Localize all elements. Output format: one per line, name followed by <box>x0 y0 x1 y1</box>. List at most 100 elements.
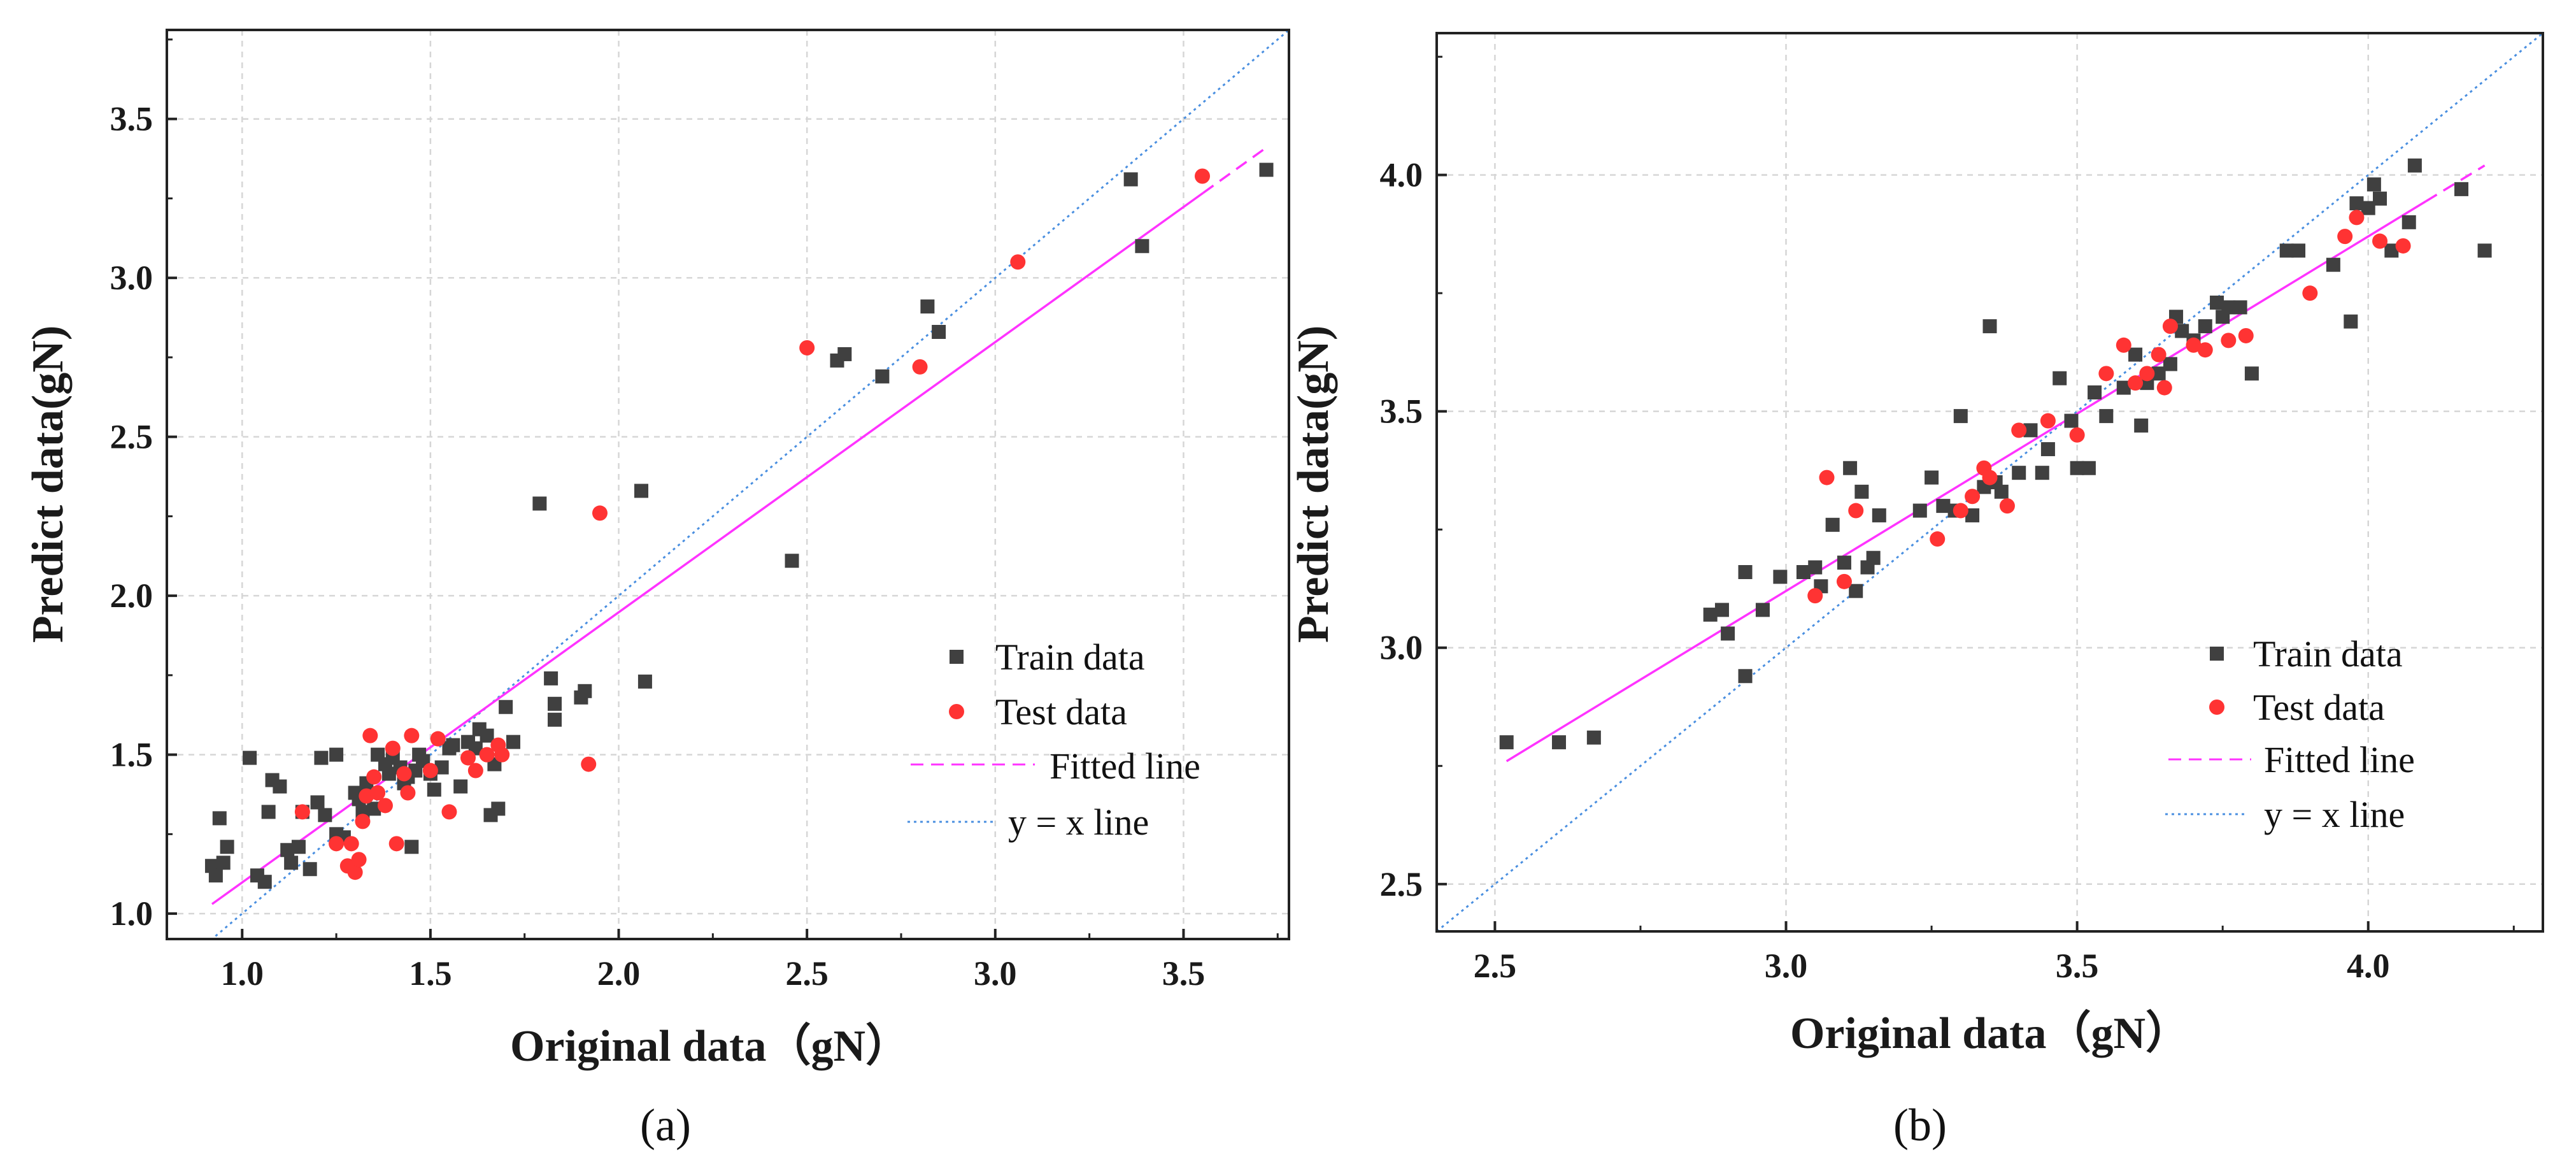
train-point <box>2081 461 2096 475</box>
panel-b: 2.5 3.0 3.5 4.0 2.5 3.0 3.5 4.0 Original data（g… <box>1289 32 2544 1151</box>
x-tick-label: 3.5 <box>2056 947 2099 985</box>
x-tick-label: 2.5 <box>785 954 829 993</box>
train-point <box>1849 584 1863 598</box>
identity-line <box>210 30 1289 939</box>
train-point <box>1123 172 1138 187</box>
train-point <box>1843 461 1858 475</box>
test-point <box>2098 366 2114 382</box>
test-point <box>388 836 404 852</box>
train-point <box>261 805 276 819</box>
reference-lines-b <box>1437 33 2543 931</box>
train-point <box>2233 300 2247 315</box>
test-point <box>592 505 608 521</box>
test-point <box>366 769 382 785</box>
test-point <box>2337 229 2353 245</box>
legend-fit-label-a: Fitted line <box>1050 745 1200 787</box>
train-point <box>453 779 468 794</box>
train-point <box>548 712 562 727</box>
train-point <box>2088 385 2102 399</box>
train-point <box>532 496 547 511</box>
train-point <box>1259 162 1274 177</box>
train-point <box>2402 215 2416 229</box>
x-tick-label: 3.0 <box>974 954 1017 993</box>
train-point <box>1738 565 1753 579</box>
points-a <box>204 162 1274 889</box>
panel-label-b: (b) <box>1893 1100 1947 1151</box>
train-point <box>2163 357 2177 371</box>
test-point <box>581 756 597 772</box>
x-tick-label: 4.0 <box>2347 947 2390 985</box>
train-point <box>216 856 231 870</box>
legend-train-label-a: Train data <box>995 636 1145 678</box>
train-point <box>1703 607 1718 622</box>
train-point <box>2221 300 2236 315</box>
grid-b <box>1437 33 2543 931</box>
train-point <box>220 840 234 854</box>
test-point <box>1982 470 1998 485</box>
train-point <box>1773 570 1788 584</box>
legend-train-label-b: Train data <box>2253 633 2403 675</box>
test-point <box>1965 489 1981 505</box>
train-point <box>318 808 332 822</box>
legend-b: Train data Test data Fitted line y = x l… <box>2165 633 2415 835</box>
train-point <box>1808 560 1823 575</box>
test-point <box>2221 333 2237 348</box>
train-point <box>1551 735 1566 750</box>
train-point <box>1837 556 1851 570</box>
train-point <box>785 554 799 568</box>
train-point <box>2099 409 2114 424</box>
test-point <box>2011 422 2027 438</box>
train-point <box>273 779 287 794</box>
train-point <box>637 674 652 689</box>
legend-test-marker-b <box>2209 699 2224 715</box>
train-point <box>291 840 306 854</box>
test-point <box>362 728 378 743</box>
test-point <box>2040 413 2056 429</box>
train-point <box>302 862 317 877</box>
test-point <box>494 747 510 763</box>
train-point <box>381 766 396 781</box>
test-point <box>2395 238 2411 254</box>
test-point <box>422 763 438 778</box>
train-point <box>1912 503 1927 518</box>
train-point <box>875 369 890 384</box>
train-point <box>2175 324 2189 338</box>
fitted-line-extension <box>2425 164 2486 203</box>
train-point <box>1982 319 1997 334</box>
train-point <box>1586 730 1601 745</box>
train-point <box>2384 243 2399 258</box>
train-point <box>2344 314 2358 329</box>
test-point <box>1999 498 2015 514</box>
train-point <box>2477 243 2492 258</box>
test-point <box>2139 366 2155 382</box>
train-point <box>2198 319 2212 334</box>
y-tick-label: 1.0 <box>110 894 153 933</box>
train-point <box>2366 177 2381 192</box>
train-point <box>2064 413 2079 428</box>
points-b <box>1499 158 2492 750</box>
train-point <box>2349 196 2364 211</box>
train-point <box>367 801 381 816</box>
legend-identity-label-b: y = x line <box>2264 794 2405 835</box>
train-point <box>446 738 460 752</box>
train-point <box>578 684 592 698</box>
train-point <box>1866 550 1881 565</box>
y-tick-label: 2.5 <box>110 418 153 456</box>
test-point <box>2197 342 2213 358</box>
test-point <box>1819 470 1835 485</box>
legend-train-marker-b <box>2210 647 2224 661</box>
test-point <box>2116 337 2131 353</box>
train-point <box>1872 508 1886 522</box>
test-point <box>1010 254 1026 270</box>
x-tick-label: 1.0 <box>221 954 264 993</box>
x-tick-label: 3.0 <box>1765 947 1808 985</box>
test-point <box>479 747 495 763</box>
train-point <box>2361 201 2375 215</box>
train-point <box>2210 296 2224 310</box>
train-point <box>284 856 299 870</box>
train-point <box>1854 484 1869 499</box>
x-tick-label: 1.5 <box>409 954 452 993</box>
train-point <box>634 484 649 498</box>
test-point <box>1195 168 1211 184</box>
identity-line <box>1437 33 2543 931</box>
